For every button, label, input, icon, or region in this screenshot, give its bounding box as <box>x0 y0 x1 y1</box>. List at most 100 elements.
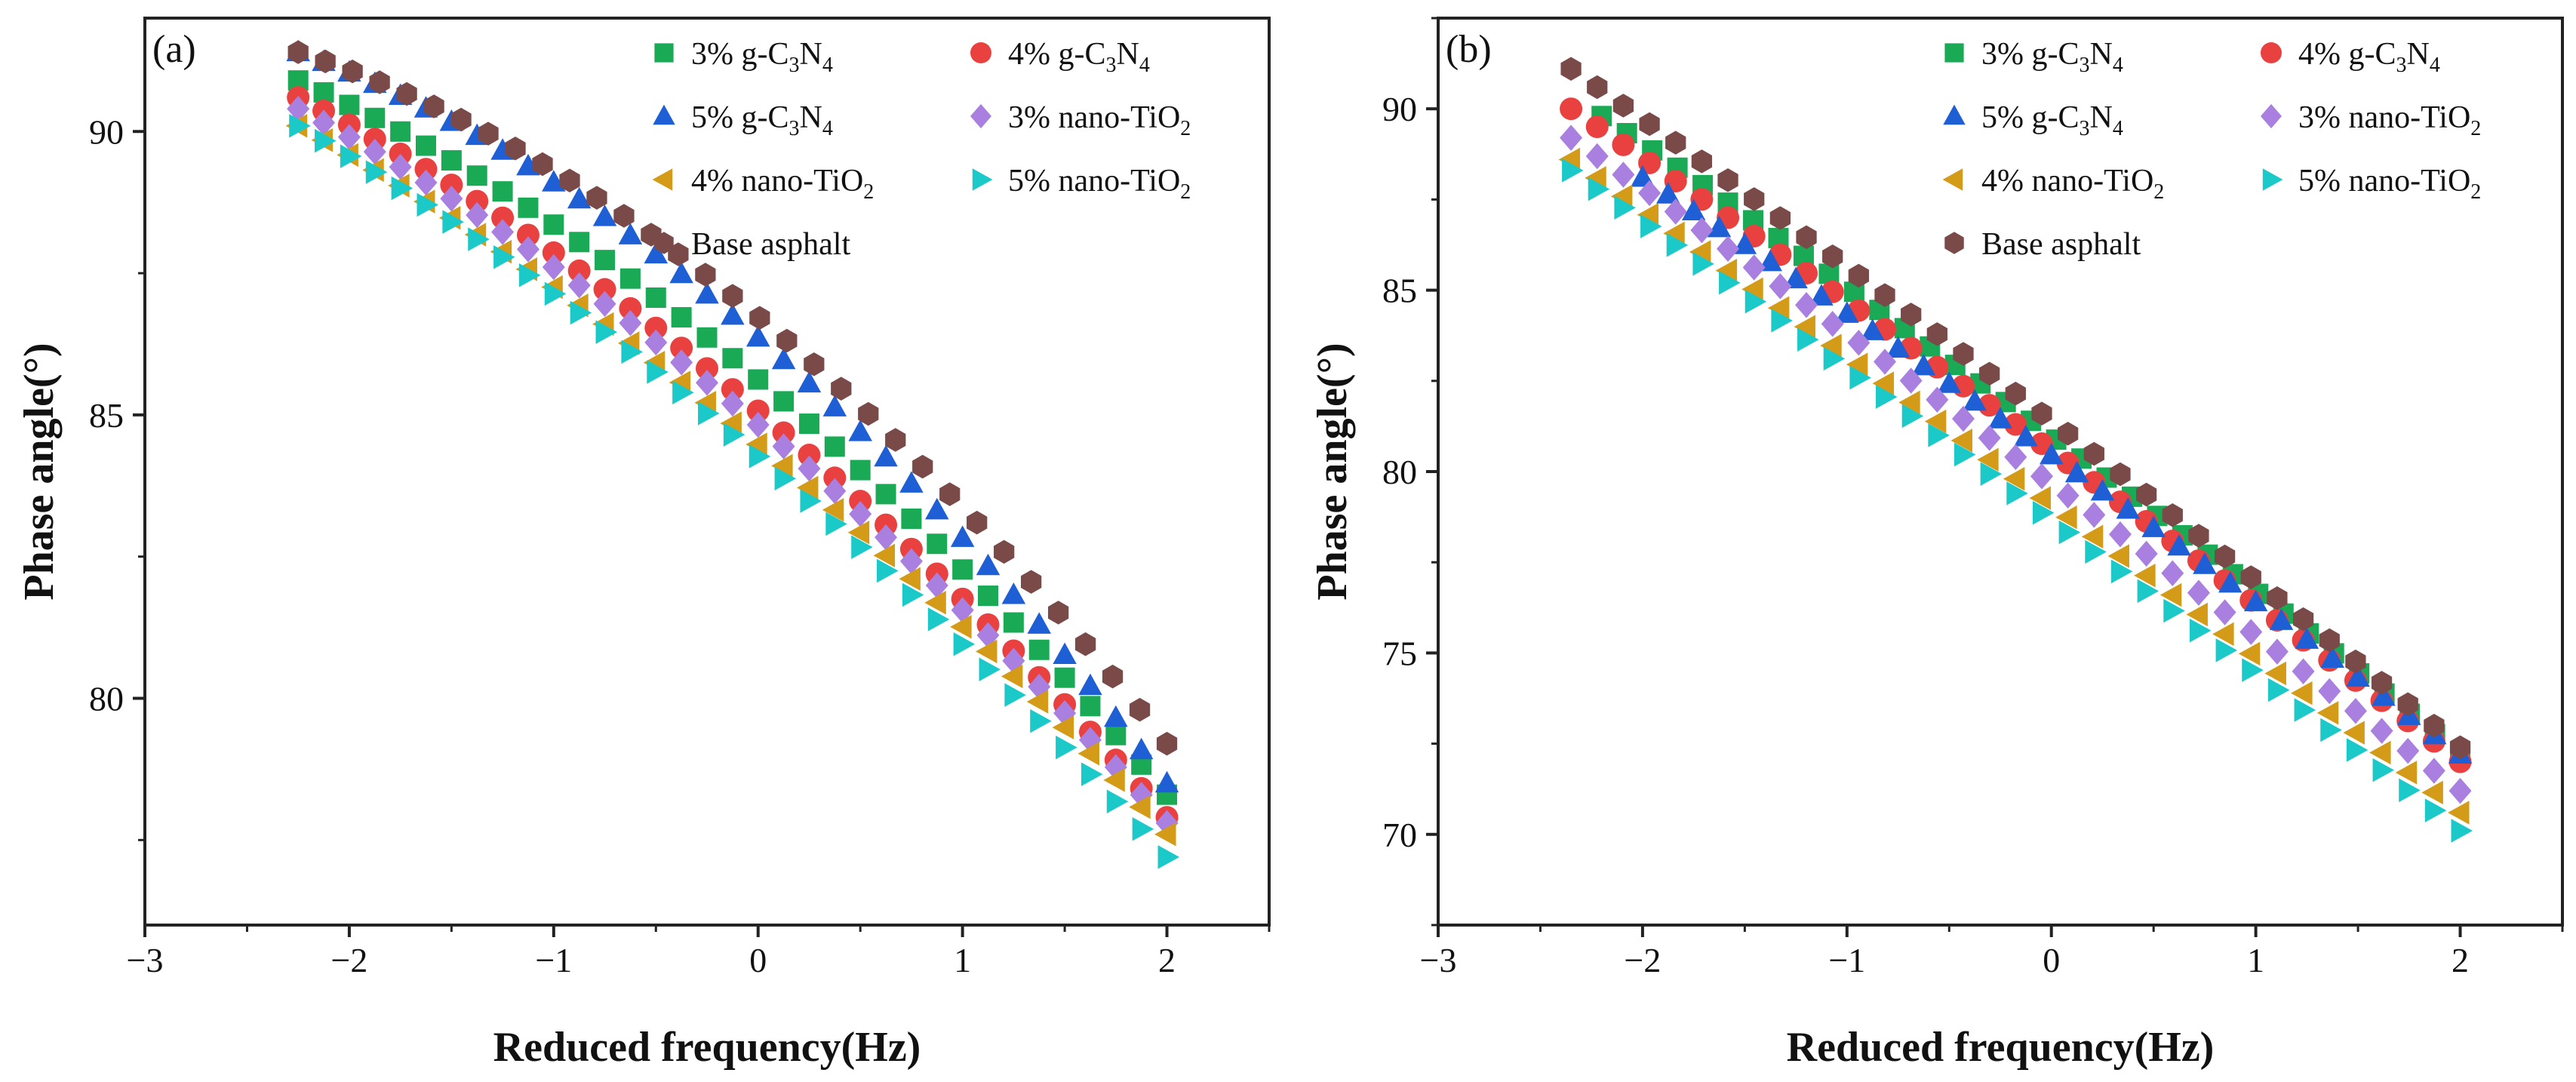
data-point <box>772 433 795 460</box>
data-point <box>967 510 988 535</box>
data-point <box>647 360 669 384</box>
data-point <box>670 337 693 360</box>
data-point <box>1154 770 1179 793</box>
data-point <box>2186 602 2208 627</box>
data-point <box>899 567 921 591</box>
data-point <box>1560 57 1582 81</box>
data-point <box>696 357 718 380</box>
data-point <box>851 535 873 559</box>
x-tick-label: −3 <box>1420 941 1457 979</box>
data-point <box>2215 638 2238 662</box>
data-point <box>1715 258 1738 283</box>
data-point <box>899 471 924 493</box>
x-tick-label: −1 <box>1828 941 1865 979</box>
y-tick-label: 75 <box>1382 634 1417 672</box>
data-point <box>1963 389 1987 411</box>
data-point <box>952 559 973 580</box>
data-point <box>466 165 487 186</box>
data-point <box>800 489 822 513</box>
data-point <box>823 478 847 505</box>
y-axis-title: Phase angle(°) <box>1309 343 1356 600</box>
legend-label: 3% nano-TiO2 <box>2298 100 2481 140</box>
legend-label: Base asphalt <box>691 227 850 262</box>
x-tick-label: 0 <box>749 941 767 979</box>
data-point <box>337 124 361 150</box>
series-3 <box>1560 124 2472 804</box>
series-1 <box>1560 97 2472 773</box>
data-point <box>1560 124 1583 151</box>
data-point <box>1928 423 1950 447</box>
data-point <box>1028 639 1050 660</box>
data-point <box>825 512 847 536</box>
data-point <box>1054 667 1075 688</box>
data-point <box>2346 738 2369 762</box>
data-point <box>858 401 879 426</box>
data-point <box>2372 684 2396 706</box>
data-point <box>722 284 743 308</box>
data-point <box>2029 486 2051 510</box>
data-point <box>2162 503 2183 527</box>
data-point <box>885 428 906 452</box>
data-point <box>721 390 744 417</box>
data-point <box>2292 607 2314 632</box>
data-point <box>2039 442 2064 465</box>
data-point <box>1105 724 1127 745</box>
data-point <box>925 497 949 520</box>
data-point <box>592 204 617 226</box>
x-tick-label: 0 <box>2043 941 2060 979</box>
data-point <box>1847 329 1871 356</box>
data-point <box>1585 143 1609 170</box>
data-point <box>2003 466 2025 491</box>
data-point <box>723 423 745 447</box>
x-tick-label: 2 <box>1158 941 1176 979</box>
data-point <box>1104 754 1127 781</box>
data-point <box>1640 214 1662 238</box>
data-point <box>2057 422 2079 446</box>
data-point <box>414 169 438 196</box>
data-point <box>2004 413 2027 436</box>
panel-label: (b) <box>1446 28 1492 71</box>
data-point <box>363 138 386 165</box>
data-point <box>1874 349 1897 375</box>
data-point <box>2320 718 2342 742</box>
data-point <box>1951 405 1975 432</box>
data-point <box>417 192 438 217</box>
data-point <box>877 558 899 583</box>
data-point <box>619 297 642 320</box>
data-point <box>2193 552 2217 574</box>
data-point <box>1886 336 1910 358</box>
legend-label: 5% g-C3N4 <box>691 100 833 140</box>
legend-marker <box>653 104 675 125</box>
data-point <box>1056 735 1077 760</box>
legend-marker <box>972 168 993 191</box>
data-point <box>342 59 363 84</box>
data-point <box>1901 303 1922 327</box>
data-point <box>570 300 592 325</box>
data-point <box>644 329 668 356</box>
legend-label: 5% g-C3N4 <box>1981 100 2123 140</box>
data-point <box>586 186 607 210</box>
data-point <box>1681 198 1706 220</box>
data-point <box>1771 309 1793 333</box>
data-point <box>1080 696 1101 717</box>
series-5 <box>289 113 1180 869</box>
data-point <box>2295 627 2319 649</box>
data-point <box>1558 147 1581 172</box>
data-point <box>1977 447 1999 472</box>
y-tick-label: 70 <box>1382 816 1417 854</box>
data-point <box>1794 315 1816 339</box>
data-point <box>2110 559 2133 584</box>
data-point <box>390 121 411 142</box>
data-point <box>2239 619 2263 645</box>
data-point <box>2218 570 2242 593</box>
data-point <box>2134 563 2156 588</box>
data-point <box>1030 709 1052 733</box>
data-point <box>2449 735 2471 760</box>
data-point <box>720 411 742 435</box>
data-point <box>2004 444 2027 471</box>
data-point <box>2424 714 2445 738</box>
data-point <box>2090 478 2115 501</box>
data-point <box>2014 425 2038 447</box>
data-point <box>773 391 795 412</box>
data-point <box>1926 322 1947 346</box>
